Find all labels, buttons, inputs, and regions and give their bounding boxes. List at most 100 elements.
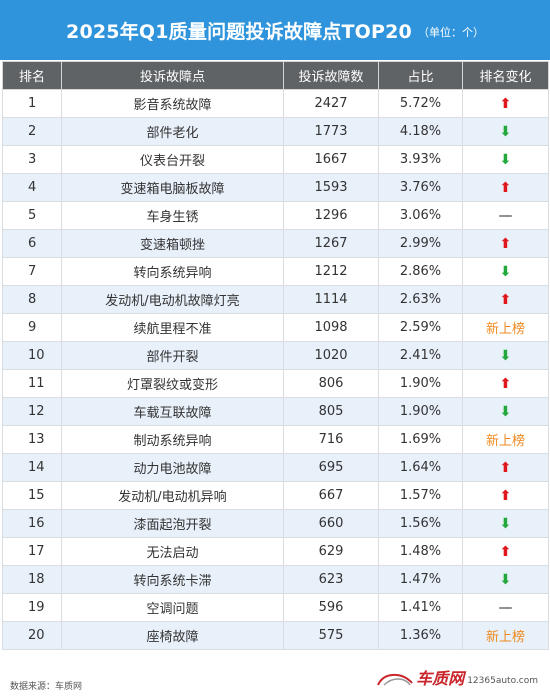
- count-cell: 1267: [283, 229, 379, 258]
- rank-up-arrow-icon: ⬆: [499, 375, 512, 392]
- share-cell: 2.99%: [378, 229, 463, 258]
- share-cell: 1.47%: [378, 565, 463, 594]
- rank-unchanged-dash-icon: —: [498, 207, 513, 224]
- count-cell: 1593: [283, 173, 379, 202]
- table-row: 13 制动系统异响 716 1.69% 新上榜: [2, 425, 549, 454]
- share-cell: 2.41%: [378, 341, 463, 370]
- issue-cell: 发动机/电动机故障灯亮: [61, 285, 284, 314]
- table-row: 14 动力电池故障 695 1.64% ⬆: [2, 453, 549, 482]
- issue-cell: 漆面起泡开裂: [61, 509, 284, 538]
- rank-cell: 6: [2, 229, 62, 258]
- share-cell: 2.86%: [378, 257, 463, 286]
- rank-cell: 5: [2, 201, 62, 230]
- table-row: 19 空调问题 596 1.41% —: [2, 593, 549, 622]
- share-cell: 1.69%: [378, 425, 463, 454]
- rank-cell: 11: [2, 369, 62, 398]
- issue-cell: 灯罩裂纹或变形: [61, 369, 284, 398]
- rank-cell: 13: [2, 425, 62, 454]
- change-cell: 新上榜: [462, 621, 549, 650]
- rank-down-arrow-icon: ⬇: [499, 515, 512, 532]
- change-cell: ⬆: [462, 229, 549, 258]
- count-cell: 716: [283, 425, 379, 454]
- column-header-share: 占比: [378, 61, 463, 90]
- rank-up-arrow-icon: ⬆: [499, 543, 512, 560]
- issue-cell: 车身生锈: [61, 201, 284, 230]
- count-cell: 1098: [283, 313, 379, 342]
- count-cell: 805: [283, 397, 379, 426]
- share-cell: 1.48%: [378, 537, 463, 566]
- count-cell: 806: [283, 369, 379, 398]
- table-row: 16 漆面起泡开裂 660 1.56% ⬇: [2, 509, 549, 538]
- table-row: 7 转向系统异响 1212 2.86% ⬇: [2, 257, 549, 286]
- rank-cell: 8: [2, 285, 62, 314]
- rank-down-arrow-icon: ⬇: [499, 123, 512, 140]
- column-header-count: 投诉故障数: [283, 61, 379, 90]
- change-cell: ⬇: [462, 257, 549, 286]
- change-cell: ⬆: [462, 369, 549, 398]
- rank-cell: 12: [2, 397, 62, 426]
- issue-cell: 变速箱顿挫: [61, 229, 284, 258]
- count-cell: 575: [283, 621, 379, 650]
- count-cell: 667: [283, 481, 379, 510]
- header-banner: 2025年Q1质量问题投诉故障点TOP20 （单位：个）: [0, 0, 550, 60]
- share-cell: 1.56%: [378, 509, 463, 538]
- column-header-change: 排名变化: [462, 61, 549, 90]
- rank-cell: 3: [2, 145, 62, 174]
- count-cell: 1773: [283, 117, 379, 146]
- table-row: 18 转向系统卡滞 623 1.47% ⬇: [2, 565, 549, 594]
- table-row: 3 仪表台开裂 1667 3.93% ⬇: [2, 145, 549, 174]
- count-cell: 2427: [283, 89, 379, 118]
- table-row: 4 变速箱电脑板故障 1593 3.76% ⬆: [2, 173, 549, 202]
- table-row: 9 续航里程不准 1098 2.59% 新上榜: [2, 313, 549, 342]
- rank-cell: 16: [2, 509, 62, 538]
- rank-up-arrow-icon: ⬆: [499, 95, 512, 112]
- change-cell: ⬆: [462, 481, 549, 510]
- share-cell: 2.59%: [378, 313, 463, 342]
- issue-cell: 动力电池故障: [61, 453, 284, 482]
- change-cell: ⬇: [462, 565, 549, 594]
- new-entry-label: 新上榜: [485, 630, 525, 645]
- rank-down-arrow-icon: ⬇: [499, 151, 512, 168]
- rank-down-arrow-icon: ⬇: [499, 347, 512, 364]
- share-cell: 1.57%: [378, 481, 463, 510]
- rank-down-arrow-icon: ⬇: [499, 263, 512, 280]
- count-cell: 623: [283, 565, 379, 594]
- rank-cell: 1: [2, 89, 62, 118]
- issue-cell: 部件老化: [61, 117, 284, 146]
- table-row: 11 灯罩裂纹或变形 806 1.90% ⬆: [2, 369, 549, 398]
- rank-up-arrow-icon: ⬆: [499, 291, 512, 308]
- column-header-issue: 投诉故障点: [61, 61, 284, 90]
- share-cell: 1.41%: [378, 593, 463, 622]
- table-row: 20 座椅故障 575 1.36% 新上榜: [2, 621, 549, 650]
- share-cell: 1.36%: [378, 621, 463, 650]
- table-row: 10 部件开裂 1020 2.41% ⬇: [2, 341, 549, 370]
- issue-cell: 影音系统故障: [61, 89, 284, 118]
- table-body: 1 影音系统故障 2427 5.72% ⬆ 2 部件老化 1773 4.18% ⬇ 3 仪表台开裂 16…: [2, 89, 549, 650]
- share-cell: 4.18%: [378, 117, 463, 146]
- change-cell: ⬆: [462, 285, 549, 314]
- change-cell: ⬆: [462, 453, 549, 482]
- car-logo-icon: [377, 673, 413, 686]
- count-cell: 695: [283, 453, 379, 482]
- issue-cell: 空调问题: [61, 593, 284, 622]
- change-cell: ⬆: [462, 173, 549, 202]
- issue-cell: 转向系统卡滞: [61, 565, 284, 594]
- count-cell: 1212: [283, 257, 379, 286]
- share-cell: 3.93%: [378, 145, 463, 174]
- rank-cell: 14: [2, 453, 62, 482]
- issue-cell: 发动机/电动机异响: [61, 481, 284, 510]
- share-cell: 1.64%: [378, 453, 463, 482]
- table-header-row: 排名 投诉故障点 投诉故障数 占比 排名变化: [2, 61, 549, 90]
- table-row: 5 车身生锈 1296 3.06% —: [2, 201, 549, 230]
- share-cell: 2.63%: [378, 285, 463, 314]
- issue-cell: 座椅故障: [61, 621, 284, 650]
- new-entry-label: 新上榜: [485, 434, 525, 449]
- table-row: 12 车载互联故障 805 1.90% ⬇: [2, 397, 549, 426]
- rank-up-arrow-icon: ⬆: [499, 179, 512, 196]
- change-cell: ⬇: [462, 117, 549, 146]
- change-cell: ⬇: [462, 341, 549, 370]
- change-cell: ⬆: [462, 537, 549, 566]
- issue-cell: 续航里程不准: [61, 313, 284, 342]
- table-row: 6 变速箱顿挫 1267 2.99% ⬆: [2, 229, 549, 258]
- count-cell: 660: [283, 509, 379, 538]
